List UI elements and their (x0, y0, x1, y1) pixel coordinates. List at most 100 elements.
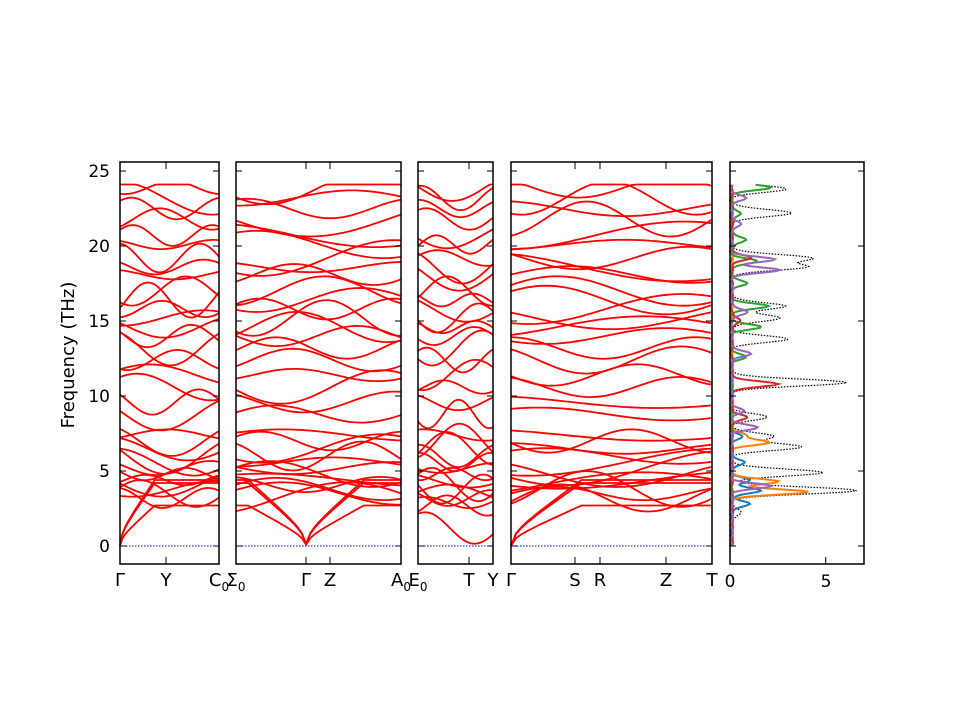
band-line (119, 372, 220, 402)
band-line (417, 511, 494, 545)
band-panel-2: Σ0 Γ Z A0 (226, 161, 411, 594)
y-tick-label: 15 (88, 312, 110, 332)
band-line (119, 242, 220, 274)
band-line (510, 253, 713, 283)
band-line (510, 265, 713, 284)
band-line (417, 319, 494, 335)
band-line (119, 299, 220, 318)
band-line (119, 388, 220, 416)
k-point-label: Y (487, 570, 500, 591)
k-point-label: Γ (115, 570, 125, 591)
band-line (417, 428, 494, 442)
band-line (119, 443, 220, 475)
panel-frame (729, 161, 865, 565)
band-line (119, 269, 220, 281)
band-line (119, 348, 220, 372)
band-line (417, 394, 494, 412)
band-line (417, 474, 494, 489)
band-line (235, 230, 402, 259)
k-point-label: Γ (506, 570, 516, 591)
band-line (417, 326, 494, 346)
band-line (510, 395, 713, 409)
band-line (119, 482, 219, 547)
panel-frame (119, 161, 220, 565)
y-tick-label: 0 (99, 537, 110, 557)
band-line (510, 275, 713, 307)
band-line (417, 379, 494, 395)
band-line (235, 239, 402, 277)
y-tick-label: 10 (88, 387, 110, 407)
band-line (511, 183, 713, 199)
band-line (119, 275, 220, 307)
dos-x-tick-label: 0 (725, 572, 736, 592)
band-line (119, 318, 220, 339)
y-tick-label: 5 (99, 462, 110, 482)
band-line (235, 404, 402, 424)
band-line (235, 368, 402, 382)
band-line (417, 292, 494, 308)
dos-curve (728, 184, 809, 547)
band-line (418, 466, 494, 482)
band-line (119, 323, 220, 349)
band-line (417, 473, 494, 505)
band-line (510, 429, 713, 442)
band-panel-3: E0 T Y (408, 161, 500, 594)
band-line (235, 440, 402, 472)
band-line (235, 324, 402, 348)
band-line (510, 470, 713, 508)
band-line (235, 390, 402, 414)
band-line (510, 336, 713, 360)
band-line (510, 311, 713, 331)
band-line (235, 183, 401, 206)
y-tick-label: 20 (88, 237, 110, 257)
band-line (510, 442, 713, 455)
y-tick-labels: 0 5 10 15 20 25 (88, 162, 110, 557)
band-line (119, 207, 220, 231)
band-line (510, 428, 713, 454)
k-point-label: Y (160, 570, 173, 591)
band-line (235, 263, 402, 286)
band-line (510, 504, 712, 547)
band-line (119, 447, 220, 477)
band-line (235, 297, 402, 321)
band-line (235, 428, 402, 442)
band-line (417, 398, 494, 430)
band-line (510, 220, 713, 251)
band-line (510, 315, 713, 336)
band-line (417, 184, 494, 212)
band-line (510, 200, 713, 238)
band-line (510, 482, 712, 547)
k-point-label: T (463, 570, 476, 591)
band-line (510, 293, 713, 325)
band-line (417, 329, 494, 367)
k-point-label: E0 (408, 570, 427, 594)
band-line (417, 228, 494, 250)
y-tick-label: 25 (88, 162, 110, 182)
band-line (510, 327, 713, 345)
band-line (119, 183, 220, 196)
band-line (235, 460, 402, 488)
band-line (417, 422, 494, 459)
band-panel-4: Γ S R Z T (506, 161, 719, 591)
k-point-label: Γ (301, 570, 311, 591)
k-point-label: S (569, 570, 580, 591)
band-line (120, 183, 220, 216)
band-panel-1: Γ Y C0 (115, 161, 229, 594)
k-point-label: Z (660, 570, 672, 591)
band-line (119, 475, 220, 498)
band-line (235, 472, 402, 487)
band-line (510, 284, 713, 316)
band-line (417, 198, 494, 219)
band-line (236, 479, 401, 547)
band-line (119, 258, 220, 276)
band-line (235, 310, 402, 344)
band-line (417, 249, 494, 267)
band-line (510, 200, 713, 217)
band-line (235, 197, 402, 220)
panel-frame (510, 161, 713, 565)
dos-curve (729, 184, 857, 547)
band-line (119, 479, 219, 547)
band-line (235, 336, 402, 360)
dos-curve (728, 184, 784, 547)
